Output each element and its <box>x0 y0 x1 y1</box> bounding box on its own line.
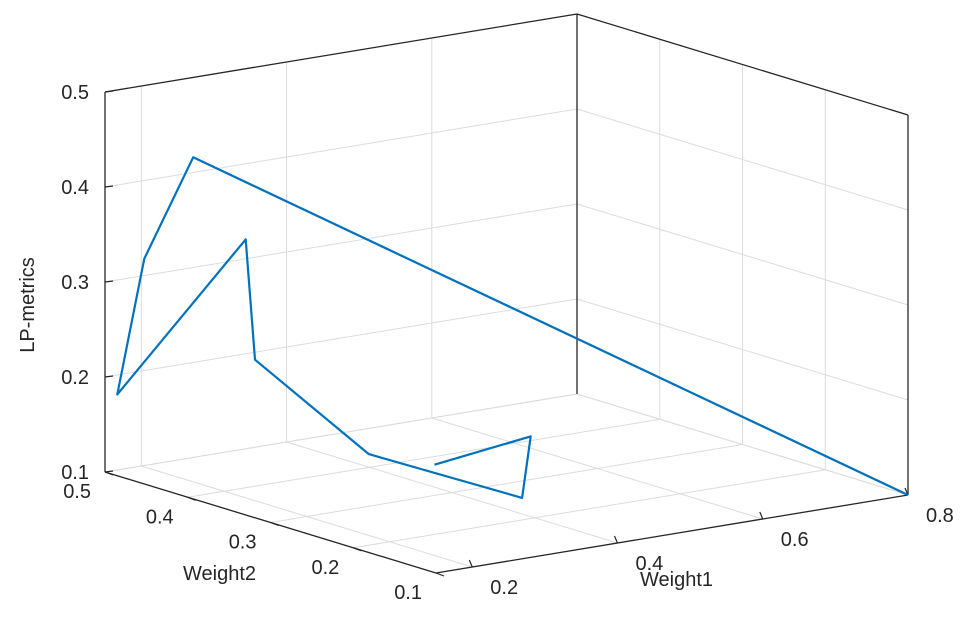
y-tick-label: 0.5 <box>63 481 91 503</box>
y-tick-label: 0.4 <box>146 506 174 528</box>
x-axis-label: Weight1 <box>640 569 713 591</box>
z-tick <box>104 280 114 283</box>
x-tick-label: 0.4 <box>636 553 664 575</box>
grid-line <box>270 444 743 523</box>
y-axis-label: Weight2 <box>183 563 256 585</box>
y-tick <box>187 496 196 501</box>
z-tick-label: 0.1 <box>61 462 89 484</box>
axis-edge <box>576 13 909 116</box>
y-tick <box>104 471 114 476</box>
axis-edge <box>435 494 909 574</box>
grid-lines <box>104 13 909 574</box>
grid-line <box>104 108 578 188</box>
y-tick-label: 0.1 <box>394 582 422 604</box>
x-tick-label: 0.6 <box>781 529 809 551</box>
z-tick-label: 0.5 <box>61 82 89 104</box>
y-tick <box>435 572 445 577</box>
tick-marks <box>104 90 909 577</box>
grid-line <box>576 203 909 306</box>
x-tick-label: 0.2 <box>490 577 518 599</box>
grid-line <box>104 298 578 378</box>
z-tick-label: 0.3 <box>61 272 89 294</box>
y-tick <box>353 547 362 552</box>
grid-line <box>576 393 909 496</box>
z-tick <box>104 90 114 93</box>
grid-line <box>187 418 660 498</box>
grid-line <box>104 393 578 473</box>
tick-labels: 0.20.40.60.80.10.20.30.40.50.10.20.30.40… <box>61 82 954 604</box>
x-tick <box>468 559 473 568</box>
x-tick <box>613 535 619 544</box>
y-tick-label: 0.3 <box>229 532 257 554</box>
z-tick-label: 0.4 <box>61 177 89 199</box>
z-tick <box>104 375 114 378</box>
axis-edge <box>104 13 578 93</box>
x-tick-label: 0.8 <box>926 505 954 527</box>
grid-line <box>576 108 909 211</box>
grid-line <box>353 469 826 549</box>
z-tick-label: 0.2 <box>61 367 89 389</box>
z-tick <box>104 185 114 188</box>
z-axis-label: LP-metrics <box>17 257 39 353</box>
z-tick <box>104 470 114 473</box>
y-tick-label: 0.2 <box>311 557 339 579</box>
series-line <box>116 156 909 499</box>
axes-box <box>104 13 909 574</box>
y-tick <box>270 521 279 527</box>
grid-line <box>576 298 909 401</box>
grid-line <box>104 203 578 283</box>
x-tick <box>759 511 764 520</box>
